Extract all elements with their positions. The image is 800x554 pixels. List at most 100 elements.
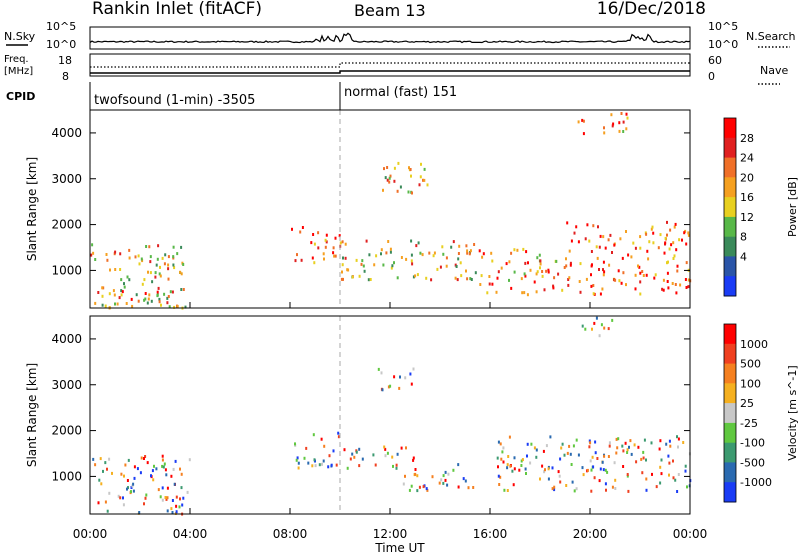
echo-cell [375, 254, 378, 258]
echo-cell [121, 290, 124, 294]
echo-cell [620, 281, 623, 285]
echo-cell [167, 267, 170, 271]
echo-cell [675, 291, 678, 295]
echo-cell [173, 266, 176, 270]
echo-cell [104, 461, 107, 465]
y-axis-title: Slant Range [km] [25, 157, 39, 261]
echo-cell [582, 132, 585, 136]
echo-cell [102, 469, 104, 473]
echo-cell [164, 253, 167, 257]
echo-cell [497, 474, 500, 478]
echo-cell [303, 456, 306, 460]
echo-cell [495, 290, 498, 294]
echo-cell [604, 246, 607, 250]
echo-cell [305, 446, 308, 450]
echo-cell [536, 270, 539, 274]
echo-cell [180, 486, 183, 490]
echo-cell [676, 269, 679, 273]
echo-cell [322, 459, 325, 463]
echo-cell [343, 448, 346, 452]
echo-cell [176, 304, 179, 308]
echo-cell [465, 269, 467, 273]
echo-cell [458, 244, 461, 248]
echo-cell [384, 176, 387, 180]
echo-cell [681, 238, 683, 242]
echo-cell [444, 478, 447, 482]
echo-cell [513, 467, 516, 471]
colorbar-segment [724, 383, 736, 404]
echo-cell [425, 487, 428, 491]
echo-cell [147, 297, 150, 301]
echo-cell [666, 220, 668, 224]
colorbar-tick-label: 16 [740, 191, 754, 204]
x-axis-title: Time UT [374, 541, 425, 554]
echo-cell [120, 278, 123, 282]
echo-cell [165, 473, 168, 477]
echo-cell [105, 253, 108, 256]
echo-cell [586, 223, 589, 227]
echo-cell [355, 258, 358, 262]
echo-cell [161, 256, 164, 260]
colorbar-segment [724, 442, 736, 463]
echo-cell [400, 446, 403, 450]
echo-cell [589, 441, 592, 445]
echo-cell [595, 245, 598, 249]
echo-cell [569, 263, 572, 267]
echo-cell [625, 283, 627, 287]
echo-cell [377, 367, 380, 371]
echo-cell [601, 460, 604, 464]
echo-cell [683, 231, 686, 235]
echo-cell [386, 178, 389, 182]
echo-cell [666, 233, 668, 237]
echo-cell [520, 459, 523, 463]
echo-cell [176, 252, 179, 256]
noise-search-label: N.Search [746, 30, 796, 43]
noise-left-tick-bottom: 10^0 [46, 38, 76, 51]
echo-cell [149, 255, 152, 259]
echo-cell [558, 474, 561, 478]
echo-cell [672, 459, 674, 463]
echo-cell [382, 263, 385, 267]
echo-cell [145, 245, 148, 248]
echo-cell [570, 463, 573, 466]
colorbar-segment [724, 324, 736, 345]
colorbar-title: Power [dB] [786, 177, 799, 237]
echo-cell [92, 251, 95, 255]
echo-cell [178, 505, 181, 509]
echo-cell [130, 490, 132, 494]
echo-cell [577, 453, 580, 457]
echo-cell [446, 483, 449, 487]
echo-cell [473, 243, 476, 246]
echo-cell [143, 298, 146, 302]
echo-cell [346, 466, 349, 470]
echo-cell [154, 275, 157, 279]
colorbar-tick-label: 20 [740, 171, 754, 184]
echo-cell [328, 454, 331, 458]
echo-cell [166, 496, 169, 500]
echo-cell [148, 293, 151, 297]
echo-cell [123, 474, 125, 478]
echo-cell [324, 238, 327, 242]
echo-cell [666, 261, 668, 265]
echo-cell [297, 461, 300, 465]
echo-cell [392, 464, 394, 468]
echo-cell [160, 303, 162, 307]
echo-cell [559, 480, 562, 484]
echo-cell [543, 470, 546, 474]
colorbar-segment [724, 157, 736, 178]
echo-cell [573, 231, 576, 235]
echo-cell [672, 257, 675, 260]
echo-cell [626, 474, 629, 478]
echo-cell [128, 256, 131, 260]
echo-cell [301, 226, 304, 229]
colorbar-segment [724, 256, 736, 277]
echo-cell [625, 230, 627, 233]
echo-cell [620, 112, 623, 115]
echo-cell [144, 292, 147, 295]
echo-cell [440, 478, 443, 482]
echo-cell [186, 490, 189, 494]
colorbar-tick-label: 1000 [740, 338, 768, 351]
colorbar: 1000 500 100 25 -25 -100 -500 -1000 Velocity [m … [723, 323, 799, 503]
echo-cell [614, 478, 617, 482]
echo-cell [647, 257, 650, 261]
